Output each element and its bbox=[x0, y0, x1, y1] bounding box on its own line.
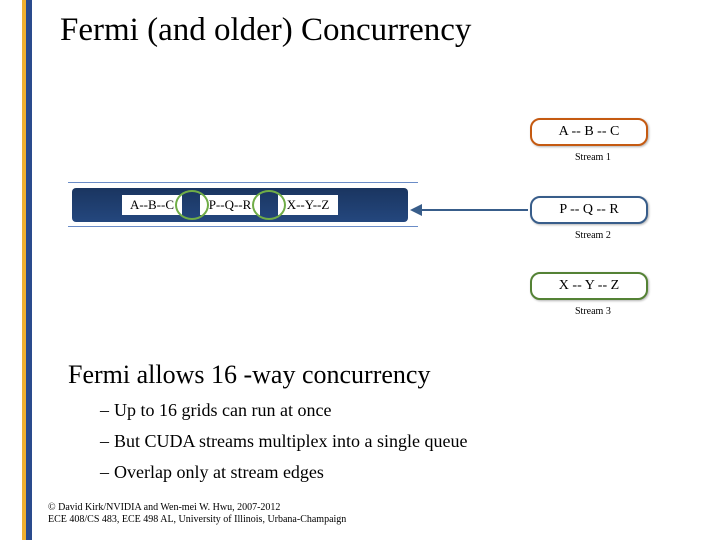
overlap-ellipse-1 bbox=[175, 190, 209, 220]
footer-line-2: ECE 408/CS 483, ECE 498 AL, University o… bbox=[48, 514, 346, 526]
slide-title: Fermi (and older) Concurrency bbox=[60, 12, 471, 49]
stream-label-2: Stream 2 bbox=[575, 230, 611, 241]
slide: Fermi (and older) Concurrency A -- B -- … bbox=[0, 0, 720, 540]
bullet-list: –Up to 16 grids can run at once –But CUD… bbox=[100, 400, 467, 493]
stream-box-3-text: X -- Y -- Z bbox=[559, 278, 619, 294]
queue-cell-0: A--B--C bbox=[122, 195, 182, 215]
queue-underline-bottom bbox=[68, 226, 418, 227]
queue-underline-top bbox=[68, 182, 418, 183]
queue-cell-0-text: A--B--C bbox=[130, 197, 174, 213]
bullet-2: –But CUDA streams multiplex into a singl… bbox=[100, 431, 467, 452]
stream-label-1: Stream 1 bbox=[575, 152, 611, 163]
bullet-3: –Overlap only at stream edges bbox=[100, 462, 467, 483]
stream-box-3: X -- Y -- Z bbox=[530, 272, 648, 300]
stream-box-1: A -- B -- C bbox=[530, 118, 648, 146]
bullet-1: –Up to 16 grids can run at once bbox=[100, 400, 467, 421]
footer-line-1: © David Kirk/NVIDIA and Wen-mei W. Hwu, … bbox=[48, 502, 346, 514]
overlap-ellipse-2 bbox=[252, 190, 286, 220]
queue-arrow-head bbox=[410, 204, 422, 216]
queue-cell-1: P--Q--R bbox=[200, 195, 260, 215]
queue-cell-1-text: P--Q--R bbox=[209, 197, 252, 213]
subhead: Fermi allows 16 -way concurrency bbox=[68, 360, 430, 390]
left-stripe bbox=[22, 0, 32, 540]
queue-arrow-line bbox=[420, 209, 528, 211]
stream-box-2: P -- Q -- R bbox=[530, 196, 648, 224]
stream-box-1-text: A -- B -- C bbox=[559, 124, 620, 140]
queue-cell-2: X--Y--Z bbox=[278, 195, 338, 215]
queue-cell-2-text: X--Y--Z bbox=[287, 197, 330, 213]
stream-box-2-text: P -- Q -- R bbox=[559, 202, 618, 218]
stream-label-3: Stream 3 bbox=[575, 306, 611, 317]
footer: © David Kirk/NVIDIA and Wen-mei W. Hwu, … bbox=[48, 502, 346, 526]
